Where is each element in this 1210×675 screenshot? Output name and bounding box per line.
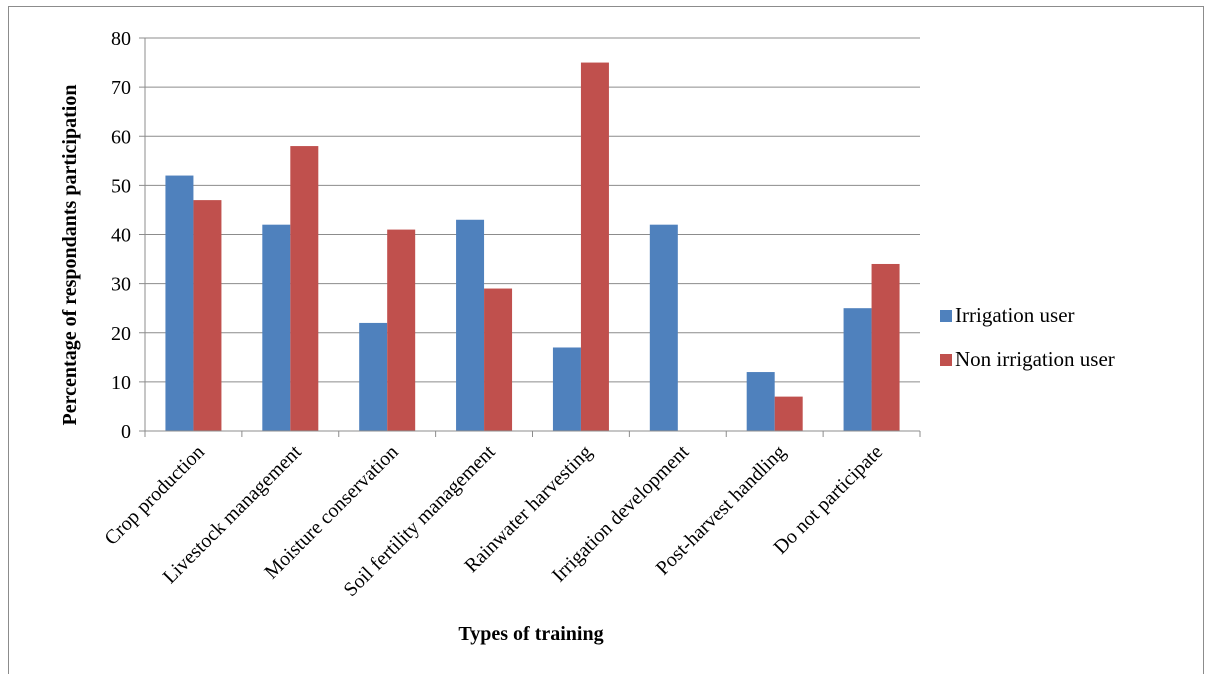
y-tick-label: 10 [111,372,131,394]
x-category-label: Crop production [100,441,209,550]
bar-irrigation-user [456,219,485,431]
y-tick-label: 70 [111,77,131,99]
bar-non-irrigation-user [871,263,900,431]
bar-non-irrigation-user [290,146,319,431]
y-tick-label: 20 [111,323,131,345]
bar-non-irrigation-user [387,229,416,431]
bars [165,62,900,431]
y-axis-title: Percentage of respondants participation [59,85,81,426]
axes [139,37,921,437]
bar-irrigation-user [746,372,775,431]
bar-non-irrigation-user [580,62,609,431]
bar-irrigation-user [552,347,581,431]
x-axis-title: Types of training [458,623,603,645]
y-tick-label: 60 [111,126,131,148]
bar-irrigation-user [843,308,872,431]
y-tick-label: 50 [111,175,131,197]
bar-non-irrigation-user [193,200,222,431]
y-tick-label: 0 [121,421,131,443]
legend-swatch [940,310,952,322]
bar-irrigation-user [649,224,678,431]
y-tick-label: 30 [111,274,131,296]
bar-irrigation-user [262,224,291,431]
bar-irrigation-user [359,322,388,431]
bar-non-irrigation-user [484,288,513,431]
bar-non-irrigation-user [774,396,803,431]
legend: Irrigation user Non irrigation user [940,303,1115,371]
bar-irrigation-user [165,175,194,431]
y-tick-label: 80 [111,28,131,50]
legend-label: Non irrigation user [955,347,1115,371]
y-tick-label: 40 [111,225,131,247]
y-tick-labels: 0 10 20 30 40 50 60 70 80 [111,28,131,443]
legend-swatch [940,354,952,366]
legend-label: Irrigation user [955,303,1075,327]
gridlines [145,37,920,383]
